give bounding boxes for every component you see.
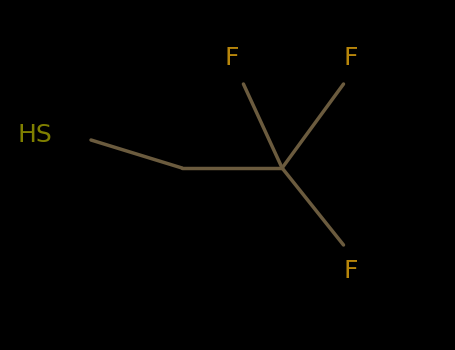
Text: F: F: [343, 259, 358, 283]
Text: F: F: [343, 46, 358, 70]
Text: HS: HS: [18, 123, 52, 147]
Text: F: F: [225, 46, 239, 70]
